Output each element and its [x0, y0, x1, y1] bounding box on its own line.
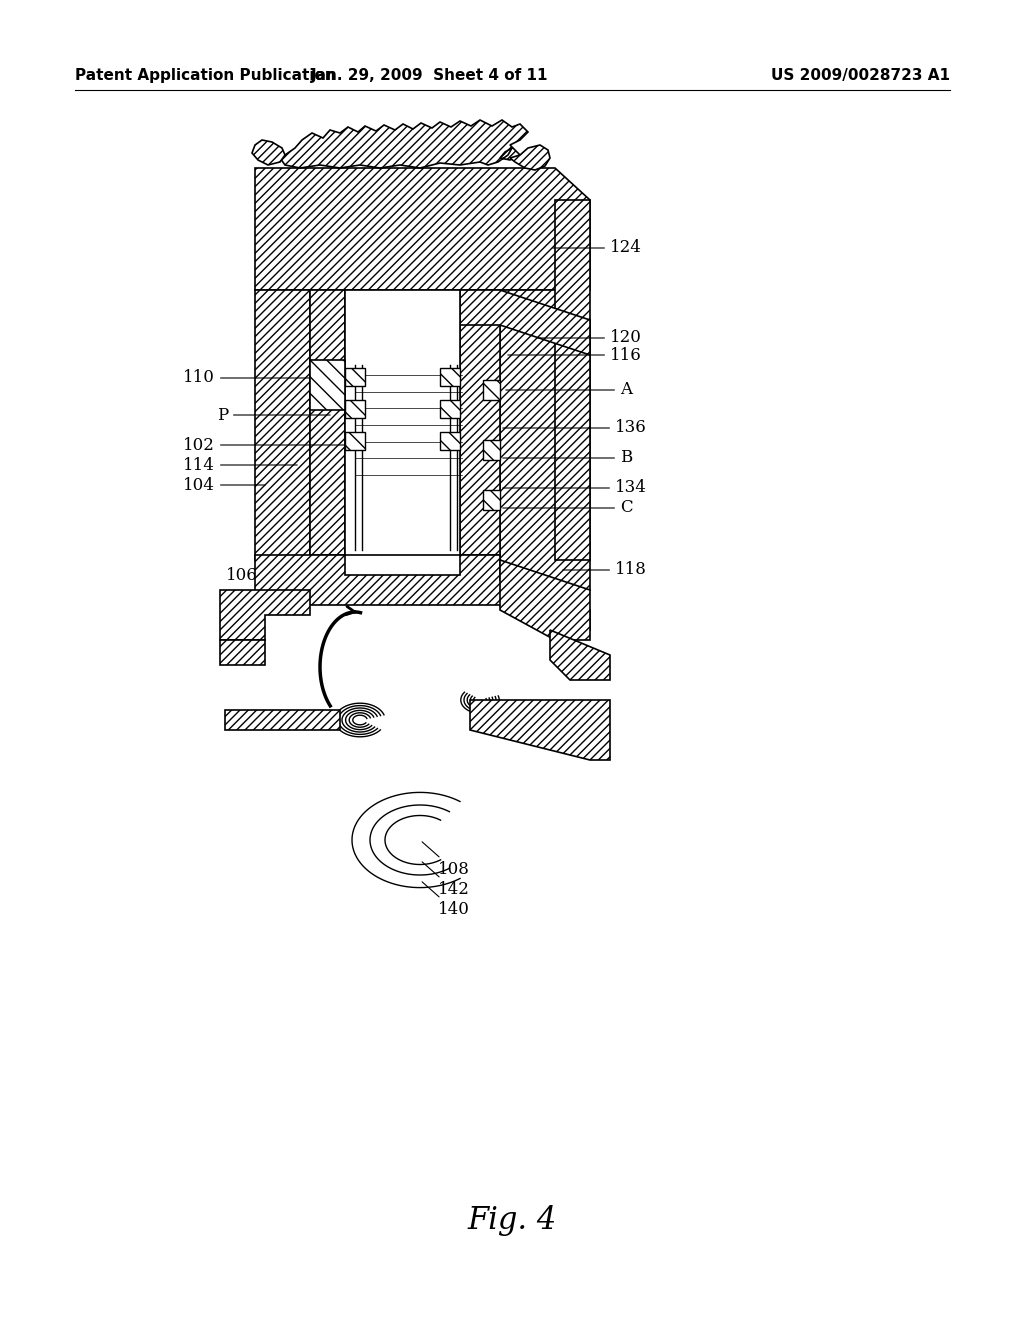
Bar: [440, 400, 460, 418]
Text: B: B: [503, 450, 632, 466]
Text: 120: 120: [538, 330, 642, 346]
Text: 142: 142: [422, 862, 470, 899]
Text: 118: 118: [563, 561, 647, 578]
Bar: [345, 432, 365, 450]
Text: 102: 102: [183, 437, 345, 454]
Polygon shape: [220, 640, 265, 665]
Polygon shape: [255, 168, 590, 290]
Text: 114: 114: [183, 457, 297, 474]
Bar: [483, 380, 500, 400]
Polygon shape: [310, 290, 345, 554]
Text: 110: 110: [183, 370, 315, 387]
Text: Jan. 29, 2009  Sheet 4 of 11: Jan. 29, 2009 Sheet 4 of 11: [311, 69, 549, 83]
Text: 116: 116: [508, 346, 642, 363]
Polygon shape: [220, 590, 310, 640]
Bar: [440, 368, 460, 385]
Text: 124: 124: [553, 239, 642, 256]
Polygon shape: [470, 700, 610, 760]
Text: 108: 108: [422, 842, 470, 879]
Bar: [440, 432, 460, 450]
Bar: [345, 290, 460, 554]
Polygon shape: [500, 560, 590, 640]
Polygon shape: [255, 554, 590, 630]
Polygon shape: [252, 140, 285, 165]
Text: 134: 134: [503, 479, 647, 496]
Polygon shape: [550, 630, 610, 680]
Text: US 2009/0028723 A1: US 2009/0028723 A1: [771, 69, 950, 83]
Text: 136: 136: [503, 420, 647, 437]
Text: 140: 140: [422, 882, 470, 919]
Bar: [345, 368, 365, 385]
Polygon shape: [460, 290, 590, 355]
Text: Fig. 4: Fig. 4: [467, 1204, 557, 1236]
Polygon shape: [255, 290, 310, 560]
Polygon shape: [500, 290, 590, 590]
Bar: [483, 490, 500, 510]
Polygon shape: [225, 710, 340, 730]
Text: 106: 106: [226, 566, 347, 599]
Text: P: P: [217, 407, 330, 424]
Text: Patent Application Publication: Patent Application Publication: [75, 69, 336, 83]
Polygon shape: [280, 120, 528, 168]
Text: A: A: [506, 381, 632, 399]
Text: C: C: [503, 499, 633, 516]
Polygon shape: [310, 360, 345, 411]
Polygon shape: [510, 145, 550, 170]
Text: 104: 104: [183, 477, 265, 494]
Bar: [483, 440, 500, 459]
Polygon shape: [555, 201, 590, 560]
Bar: [345, 400, 365, 418]
Polygon shape: [460, 290, 500, 554]
